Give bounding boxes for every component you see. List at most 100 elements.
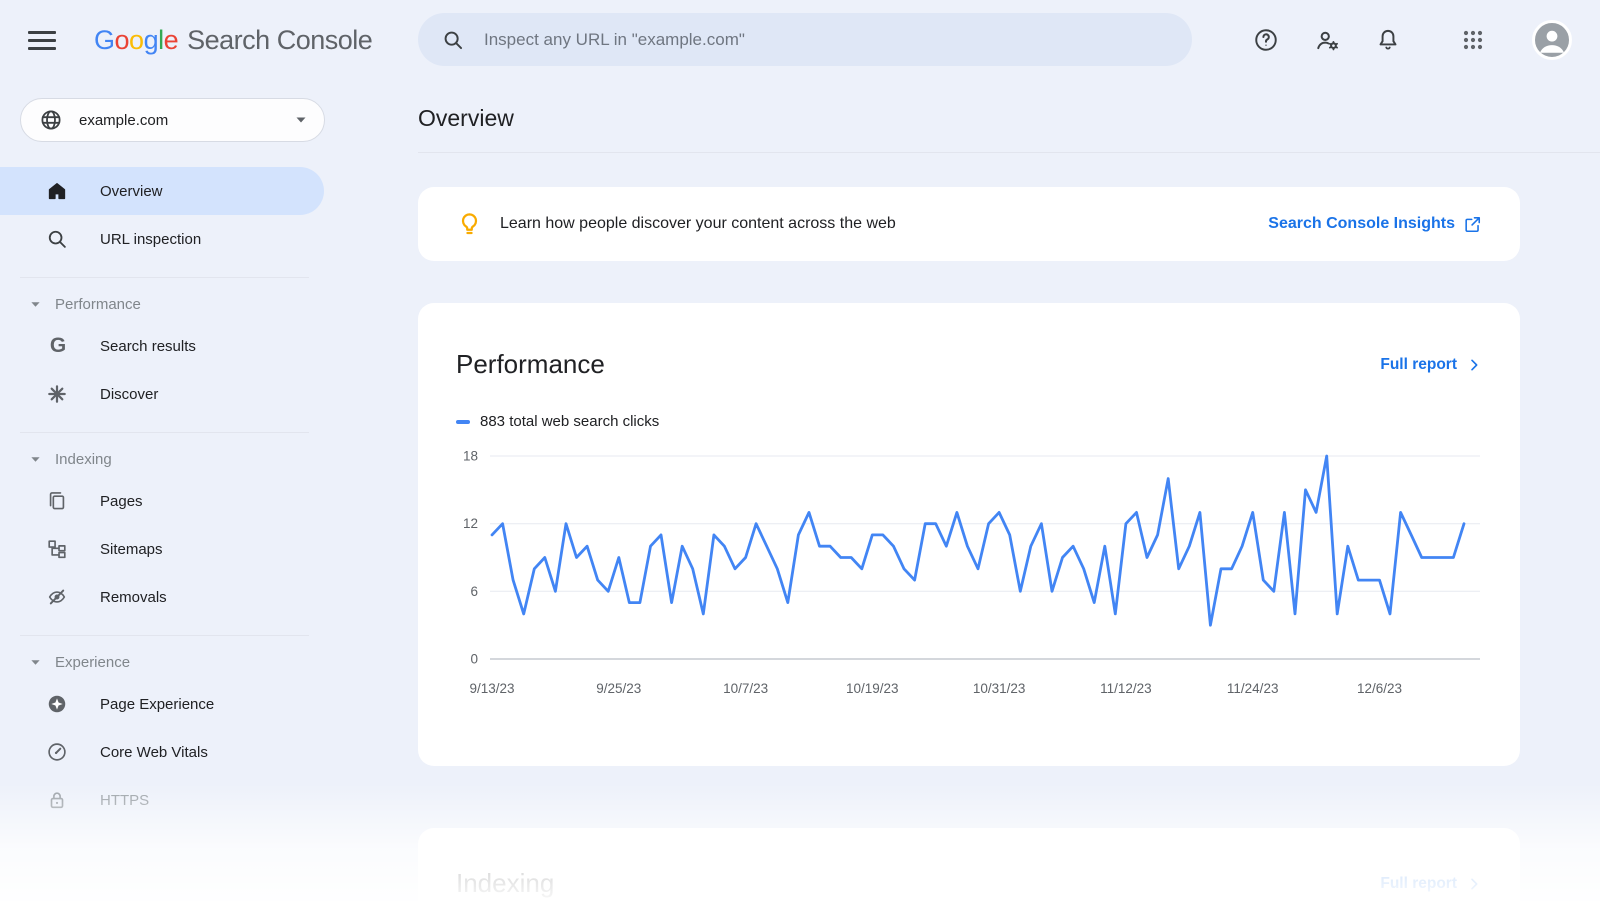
- link-label: Full report: [1380, 874, 1457, 892]
- external-link-icon: [1465, 216, 1481, 232]
- collapse-triangle-icon: [31, 301, 40, 307]
- divider: [20, 432, 309, 433]
- sidebar-item-label: Sitemaps: [100, 540, 163, 558]
- svg-text:9/25/23: 9/25/23: [596, 681, 641, 696]
- user-settings-icon[interactable]: [1313, 26, 1341, 54]
- sidebar-item-url-inspection[interactable]: URL inspection: [0, 215, 325, 263]
- sidebar-item-label: Discover: [100, 385, 159, 403]
- section-title: Indexing: [55, 450, 112, 468]
- section-title: Performance: [55, 295, 141, 313]
- property-selector[interactable]: example.com: [20, 98, 325, 142]
- sidebar: example.com Overview URL inspection Perf…: [0, 80, 325, 901]
- insights-banner-text: Learn how people discover your content a…: [500, 215, 896, 232]
- divider: [20, 277, 309, 278]
- sidebar-item-https[interactable]: HTTPS: [0, 776, 325, 824]
- logo-letter: G: [94, 24, 115, 55]
- svg-text:0: 0: [470, 652, 478, 667]
- asterisk-icon: [48, 385, 66, 403]
- chevron-down-icon: [296, 117, 306, 123]
- insights-banner: Learn how people discover your content a…: [418, 187, 1520, 261]
- search-console-insights-link[interactable]: Search Console Insights: [1268, 215, 1482, 234]
- svg-text:18: 18: [463, 449, 478, 464]
- sidebar-nav: Overview URL inspection Performance G Se…: [0, 167, 325, 824]
- search-input[interactable]: [484, 29, 1168, 50]
- lock-icon: [50, 792, 64, 809]
- app-title: Search Console: [187, 24, 373, 55]
- help-icon[interactable]: [1252, 26, 1280, 54]
- sidebar-item-label: Removals: [100, 588, 167, 606]
- globe-icon: [41, 110, 61, 130]
- sidebar-item-core-web-vitals[interactable]: Core Web Vitals: [0, 728, 325, 776]
- eye-off-icon: [48, 589, 66, 605]
- sidebar-item-page-experience[interactable]: Page Experience: [0, 680, 325, 728]
- indexing-full-report-link[interactable]: Full report: [1380, 875, 1482, 893]
- section-header-indexing[interactable]: Indexing: [0, 441, 325, 477]
- sitemap-icon: [48, 540, 66, 559]
- page-experience-icon: [48, 695, 66, 713]
- chevron-right-icon: [1471, 878, 1478, 889]
- section-header-experience[interactable]: Experience: [0, 644, 325, 680]
- svg-text:12/6/23: 12/6/23: [1357, 681, 1402, 696]
- page-title: Overview: [418, 105, 514, 131]
- sidebar-item-label: URL inspection: [100, 230, 202, 248]
- pages-icon: [49, 492, 65, 510]
- speedometer-icon: [48, 743, 66, 761]
- logo-letter: g: [143, 24, 159, 55]
- sidebar-item-pages[interactable]: Pages: [0, 477, 325, 525]
- svg-text:10/7/23: 10/7/23: [723, 681, 768, 696]
- line-chart-svg[interactable]: 0 6 12 18 9/13/23 9/25/23 10/7/23 10/19/23 10/31…: [456, 444, 1482, 702]
- svg-text:10/31/23: 10/31/23: [973, 681, 1026, 696]
- sidebar-item-overview[interactable]: Overview: [0, 167, 324, 215]
- divider: [20, 635, 309, 636]
- notifications-bell-icon[interactable]: [1374, 26, 1402, 54]
- logo-letter: o: [114, 24, 130, 55]
- property-domain: example.com: [79, 111, 169, 129]
- lightbulb-icon: [461, 212, 478, 234]
- main-content: Overview Learn how people discover your …: [325, 80, 1600, 901]
- google-g-icon: G: [49, 334, 67, 357]
- link-label: Full report: [1380, 355, 1457, 373]
- collapse-triangle-icon: [31, 456, 40, 462]
- avatar[interactable]: [1532, 20, 1572, 60]
- legend-dash-icon: [456, 419, 470, 424]
- svg-text:11/24/23: 11/24/23: [1227, 681, 1279, 696]
- svg-text:9/13/23: 9/13/23: [469, 681, 514, 696]
- sidebar-item-label: Search results: [100, 337, 196, 355]
- chevron-right-icon: [1471, 359, 1478, 370]
- collapse-triangle-icon: [31, 659, 40, 665]
- search-icon: [48, 230, 66, 248]
- sidebar-item-label: HTTPS: [100, 791, 150, 809]
- clicks-line-chart[interactable]: 0 6 12 18 9/13/23 9/25/23 10/7/23 10/19/23 10/31…: [456, 444, 1482, 702]
- apps-grid-icon[interactable]: [1459, 26, 1487, 54]
- chart-legend: 883 total web search clicks: [456, 413, 1482, 430]
- svg-text:6: 6: [470, 584, 478, 599]
- sidebar-item-label: Overview: [100, 182, 163, 200]
- url-inspect-searchbar[interactable]: [418, 13, 1192, 66]
- indexing-card: Indexing Full report: [418, 828, 1520, 901]
- link-label: Search Console Insights: [1268, 215, 1455, 232]
- performance-full-report-link[interactable]: Full report: [1380, 356, 1482, 374]
- performance-card-title: Performance: [456, 349, 605, 379]
- sidebar-item-label: Core Web Vitals: [100, 743, 208, 761]
- menu-icon[interactable]: [28, 28, 58, 52]
- section-title: Experience: [55, 653, 131, 671]
- indexing-card-title: Indexing: [456, 868, 555, 898]
- sidebar-item-discover[interactable]: Discover: [0, 370, 325, 418]
- sidebar-item-search-results[interactable]: G Search results: [0, 322, 325, 370]
- performance-card: Performance Full report 883 total web se…: [418, 303, 1520, 766]
- sidebar-item-removals[interactable]: Removals: [0, 573, 325, 621]
- sidebar-item-sitemaps[interactable]: Sitemaps: [0, 525, 325, 573]
- svg-text:11/12/23: 11/12/23: [1100, 681, 1152, 696]
- section-header-performance[interactable]: Performance: [0, 286, 325, 322]
- search-icon: [444, 31, 463, 49]
- sidebar-item-label: Pages: [100, 492, 143, 510]
- divider: [418, 152, 1600, 153]
- logo-letter: o: [129, 24, 144, 55]
- logo-letter: e: [163, 24, 179, 55]
- logo-letter: l: [158, 24, 164, 55]
- svg-text:12: 12: [463, 516, 478, 531]
- legend-label: 883 total web search clicks: [480, 413, 660, 430]
- home-icon: [48, 183, 66, 200]
